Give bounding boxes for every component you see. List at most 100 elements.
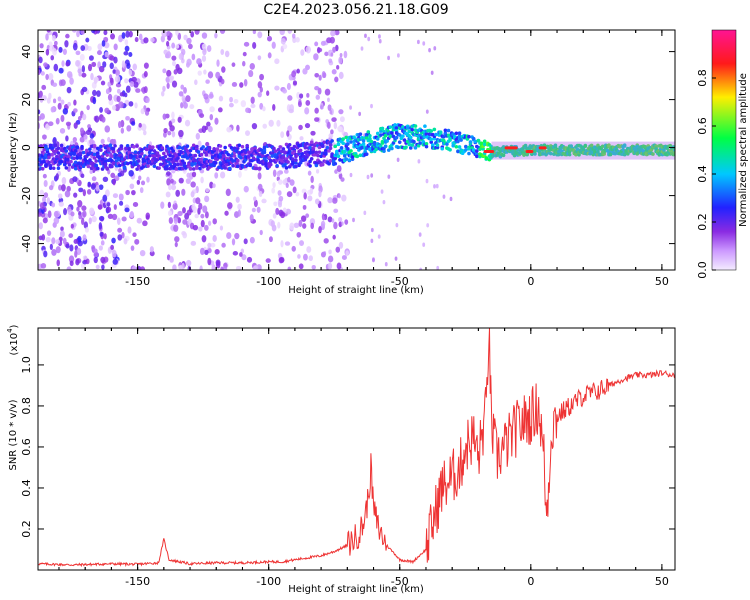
heatmap-signal-cell [314, 150, 319, 155]
heatmap-noise-cell [272, 103, 276, 111]
heatmap-signal-cell [284, 166, 289, 170]
heatmap-noise-cell [287, 30, 293, 34]
heatmap-noise-cell [178, 91, 184, 97]
heatmap-signal-cell [257, 166, 262, 171]
heatmap-signal-cell [94, 159, 98, 163]
heatmap-signal-cell [283, 150, 287, 154]
heatmap-signal-cell [169, 157, 174, 161]
heatmap-noise-cell [206, 45, 212, 53]
heatmap-signal-cell [448, 136, 452, 141]
heatmap-noise-cell [48, 185, 54, 191]
heatmap-noise-cell [68, 255, 75, 263]
heatmap-noise-cell [43, 192, 49, 199]
heatmap-noise-cell [166, 178, 171, 186]
heatmap-signal-cell [346, 147, 350, 151]
heatmap-noise-cell [113, 56, 118, 64]
heatmap-signal-cell [385, 139, 389, 143]
heatmap-noise-cell [171, 130, 176, 138]
heatmap-signal-cell [336, 154, 341, 159]
heatmap-noise-cell [219, 30, 226, 34]
heatmap-signal-cell [358, 132, 363, 136]
heatmap-noise-cell [115, 83, 122, 88]
heatmap-noise-cell [38, 109, 41, 115]
heatmap-signal-cell [360, 145, 364, 150]
heatmap-noise-cell [190, 181, 196, 188]
heatmap-signal-cell [410, 143, 415, 147]
heatmap-noise-cell [163, 127, 168, 134]
heatmap-signal-cell [100, 157, 105, 162]
heatmap-signal-cell [292, 144, 297, 149]
heatmap-noise-cell [330, 129, 334, 135]
heatmap-noise-cell [289, 179, 295, 186]
heatmap-noise-cell [100, 138, 105, 145]
heatmap-noise-cell [171, 168, 176, 174]
heatmap-noise-cell [240, 248, 245, 254]
heatmap-noise-cell [205, 141, 210, 147]
heatmap-noise-cell [433, 46, 437, 51]
heatmap-noise-cell [60, 99, 65, 105]
heatmap-noise-cell [308, 255, 313, 262]
heatmap-noise-cell [221, 242, 226, 248]
heatmap-noise-cell [178, 177, 184, 184]
heatmap-noise-cell [280, 131, 285, 138]
heatmap-noise-cell [131, 121, 136, 126]
heatmap-noise-cell [280, 38, 286, 45]
heatmap-noise-cell [259, 102, 264, 110]
heatmap-noise-cell [109, 62, 114, 70]
heatmap-signal-cell [327, 149, 331, 153]
heatmap-noise-cell [107, 93, 113, 101]
heatmap-signal-cell [388, 125, 393, 129]
heatmap-noise-cell [380, 189, 384, 194]
heatmap-noise-cell [66, 71, 73, 78]
heatmap-noise-cell [43, 179, 48, 188]
heatmap-signal-cell [40, 167, 45, 171]
heatmap-noise-cell [138, 33, 143, 41]
heatmap-signal-cell [97, 155, 102, 160]
heatmap-noise-cell [327, 255, 334, 263]
heatmap-noise-cell [378, 34, 381, 39]
heatmap-noise-cell [387, 174, 391, 179]
heatmap-signal-cell [246, 154, 251, 159]
heatmap-noise-cell [259, 229, 263, 236]
heatmap-signal-cell [317, 150, 322, 154]
heatmap-noise-cell [194, 213, 199, 219]
heatmap-noise-cell [191, 203, 196, 211]
heatmap-signal-cell [174, 167, 179, 171]
heatmap-signal-cell [314, 163, 319, 168]
spectrogram-xtick-label: 0 [527, 275, 534, 288]
heatmap-signal-cell [210, 155, 215, 160]
heatmap-noise-cell [171, 80, 178, 88]
heatmap-noise-cell [51, 202, 56, 208]
heatmap-signal-cell [382, 149, 386, 153]
heatmap-noise-cell [132, 63, 138, 71]
heatmap-noise-cell [80, 263, 86, 269]
heatmap-signal-cell [497, 146, 501, 151]
heatmap-noise-cell [68, 233, 74, 238]
heatmap-signal-cell [92, 156, 97, 160]
heatmap-noise-cell [301, 215, 307, 222]
heatmap-noise-cell [327, 97, 330, 103]
heatmap-noise-cell [120, 127, 125, 134]
heatmap-signal-cell [42, 159, 47, 164]
heatmap-signal-cell [232, 154, 237, 158]
heatmap-signal-cell [50, 152, 54, 157]
heatmap-noise-cell [216, 59, 220, 67]
heatmap-noise-cell [83, 221, 89, 229]
heatmap-noise-cell [99, 231, 104, 237]
heatmap-noise-cell [110, 172, 116, 179]
heatmap-noise-cell [370, 227, 374, 233]
heatmap-noise-cell [387, 55, 390, 61]
heatmap-signal-cell [308, 164, 312, 168]
heatmap-noise-cell [298, 219, 303, 228]
heatmap-noise-cell [43, 250, 48, 258]
heatmap-noise-cell [185, 178, 191, 184]
heatmap-noise-cell [132, 232, 137, 238]
heatmap-noise-cell [78, 187, 84, 193]
heatmap-noise-cell [168, 75, 175, 81]
heatmap-noise-cell [126, 125, 132, 132]
heatmap-signal-cell [130, 154, 135, 159]
heatmap-noise-cell [221, 66, 226, 73]
heatmap-noise-cell [77, 116, 82, 122]
heatmap-noise-cell [45, 73, 49, 81]
heatmap-noise-cell [397, 53, 400, 58]
